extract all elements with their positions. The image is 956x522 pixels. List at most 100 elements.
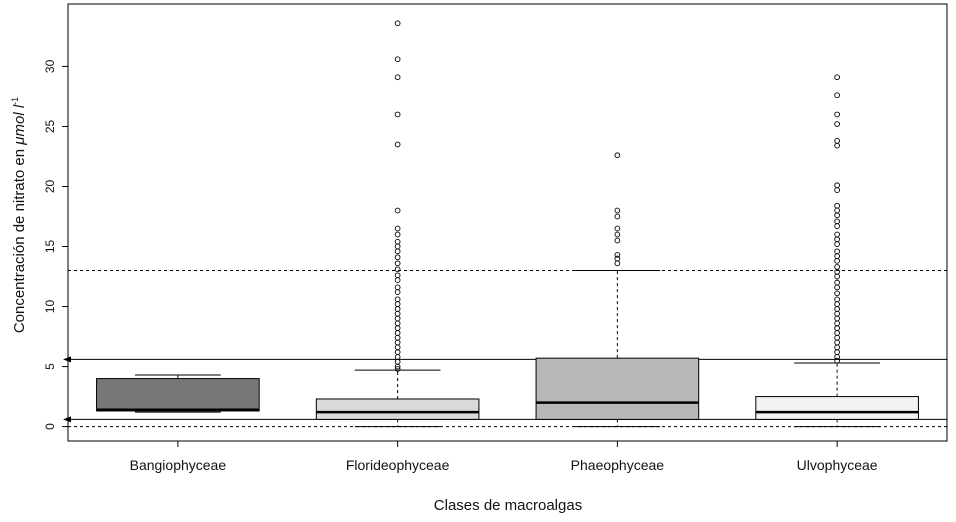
outlier-florideophyceae-20 <box>394 306 401 312</box>
outlier-florideophyceae-32 <box>394 363 401 370</box>
outlier-ulvophyceae-36 <box>834 349 840 356</box>
outlier-ulvophyceae-30 <box>834 320 840 327</box>
outlier-ulvophyceae-0 <box>834 74 840 81</box>
outlier-ulvophyceae-6 <box>834 182 840 189</box>
outlier-ulvophyceae-27 <box>834 306 840 312</box>
outlier-ulvophyceae-5 <box>834 142 840 149</box>
outlier-florideophyceae-8 <box>394 238 401 245</box>
outlier-florideophyceae-27 <box>394 339 401 346</box>
outlier-phaeophyceae-8 <box>614 260 621 267</box>
outlier-ulvophyceae-23 <box>834 284 840 291</box>
y-axis-title-unit: μmol l <box>11 104 28 146</box>
outlier-ulvophyceae-12 <box>834 223 840 229</box>
outlier-florideophyceae-9 <box>394 243 401 250</box>
outlier-ulvophyceae-18 <box>834 258 840 264</box>
outlier-florideophyceae-23 <box>394 320 401 327</box>
y-axis-title-exponent: -1 <box>10 97 20 105</box>
outlier-florideophyceae-17 <box>394 289 401 295</box>
box-rect-phaeophyceae <box>535 357 700 420</box>
outlier-ulvophyceae-14 <box>834 236 840 243</box>
outlier-florideophyceae-3 <box>394 111 401 118</box>
outlier-ulvophyceae-19 <box>834 264 840 270</box>
y-axis: 0 5 10 15 20 25 30 <box>43 59 69 430</box>
box-phaeophyceae <box>535 152 700 428</box>
outlier-ulvophyceae-16 <box>834 248 840 255</box>
outlier-florideophyceae-12 <box>394 260 401 267</box>
x-axis: Bangiophyceae Florideophyceae Phaeophyceae… <box>130 440 878 473</box>
outlier-ulvophyceae-32 <box>834 330 840 336</box>
y-tick-label-15: 15 <box>43 240 57 254</box>
outlier-ulvophyceae-22 <box>834 279 840 286</box>
outlier-ulvophyceae-38 <box>834 357 840 364</box>
box-bangiophyceae <box>96 374 260 413</box>
y-tick-label-25: 25 <box>43 119 57 133</box>
y-axis-title: Concentración de nitrato en μmol l-1 <box>10 97 28 333</box>
outlier-phaeophyceae-1 <box>614 207 621 214</box>
outlier-phaeophyceae-5 <box>614 237 621 244</box>
outlier-florideophyceae-28 <box>394 344 401 351</box>
y-tick-label-10: 10 <box>43 300 57 314</box>
outlier-phaeophyceae-4 <box>614 231 621 238</box>
outlier-ulvophyceae-10 <box>834 212 840 219</box>
boxes-group <box>96 20 919 428</box>
outlier-florideophyceae-31 <box>394 358 401 365</box>
x-axis-title: Clases de macroalgas <box>434 497 582 514</box>
outlier-florideophyceae-7 <box>394 231 401 238</box>
y-tick-label-30: 30 <box>43 59 57 73</box>
box-ulvophyceae <box>755 74 919 428</box>
outlier-ulvophyceae-15 <box>834 241 840 247</box>
x-tick-label-phaeophyceae: Phaeophyceae <box>571 457 665 473</box>
outlier-ulvophyceae-37 <box>834 354 840 360</box>
outlier-ulvophyceae-28 <box>834 310 840 317</box>
outlier-ulvophyceae-13 <box>834 231 840 238</box>
outlier-florideophyceae-19 <box>394 301 401 307</box>
outlier-ulvophyceae-17 <box>834 253 840 259</box>
outlier-florideophyceae-33 <box>394 366 401 372</box>
reference-arrow-2 <box>63 416 71 423</box>
box-rect-bangiophyceae <box>96 378 260 412</box>
x-tick-label-bangiophyceae: Bangiophyceae <box>130 457 227 473</box>
outlier-florideophyceae-1 <box>394 56 401 63</box>
reference-arrow-1 <box>63 356 71 363</box>
outlier-ulvophyceae-34 <box>834 339 840 346</box>
outlier-ulvophyceae-33 <box>834 334 840 341</box>
outlier-ulvophyceae-9 <box>834 207 840 214</box>
outlier-florideophyceae-18 <box>394 296 401 303</box>
outlier-ulvophyceae-29 <box>834 315 840 322</box>
outlier-florideophyceae-21 <box>394 310 401 317</box>
outlier-florideophyceae-16 <box>394 284 401 291</box>
outlier-ulvophyceae-26 <box>834 301 840 307</box>
y-tick-label-0: 0 <box>43 423 57 430</box>
outlier-ulvophyceae-11 <box>834 218 840 225</box>
outlier-ulvophyceae-7 <box>834 187 840 193</box>
outlier-florideophyceae-22 <box>394 315 401 322</box>
y-tick-label-20: 20 <box>43 179 57 193</box>
outlier-ulvophyceae-2 <box>834 111 840 118</box>
outlier-phaeophyceae-3 <box>614 225 621 232</box>
outlier-florideophyceae-14 <box>394 272 401 279</box>
outlier-ulvophyceae-4 <box>834 138 840 144</box>
outlier-ulvophyceae-24 <box>834 290 840 297</box>
outlier-florideophyceae-10 <box>394 248 401 255</box>
outlier-ulvophyceae-25 <box>834 296 840 303</box>
outlier-florideophyceae-13 <box>394 266 401 273</box>
outlier-ulvophyceae-21 <box>834 273 840 280</box>
box-rect-florideophyceae <box>315 398 480 420</box>
y-axis-title-main: Concentración de nitrato en <box>11 145 28 333</box>
outlier-florideophyceae-15 <box>394 277 401 283</box>
outlier-florideophyceae-25 <box>394 330 401 336</box>
outlier-phaeophyceae-6 <box>614 252 621 258</box>
outlier-phaeophyceae-0 <box>614 152 621 159</box>
box-florideophyceae <box>315 20 480 428</box>
outlier-ulvophyceae-31 <box>834 325 840 331</box>
x-tick-label-ulvophyceae: Ulvophyceae <box>797 457 878 473</box>
outlier-florideophyceae-26 <box>394 334 401 341</box>
outlier-florideophyceae-29 <box>394 349 401 356</box>
outlier-florideophyceae-2 <box>394 74 401 81</box>
outlier-florideophyceae-6 <box>394 225 401 232</box>
x-tick-label-florideophyceae: Florideophyceae <box>346 457 450 473</box>
outlier-ulvophyceae-35 <box>834 344 840 351</box>
outlier-ulvophyceae-8 <box>834 202 840 209</box>
y-tick-label-5: 5 <box>43 363 57 370</box>
